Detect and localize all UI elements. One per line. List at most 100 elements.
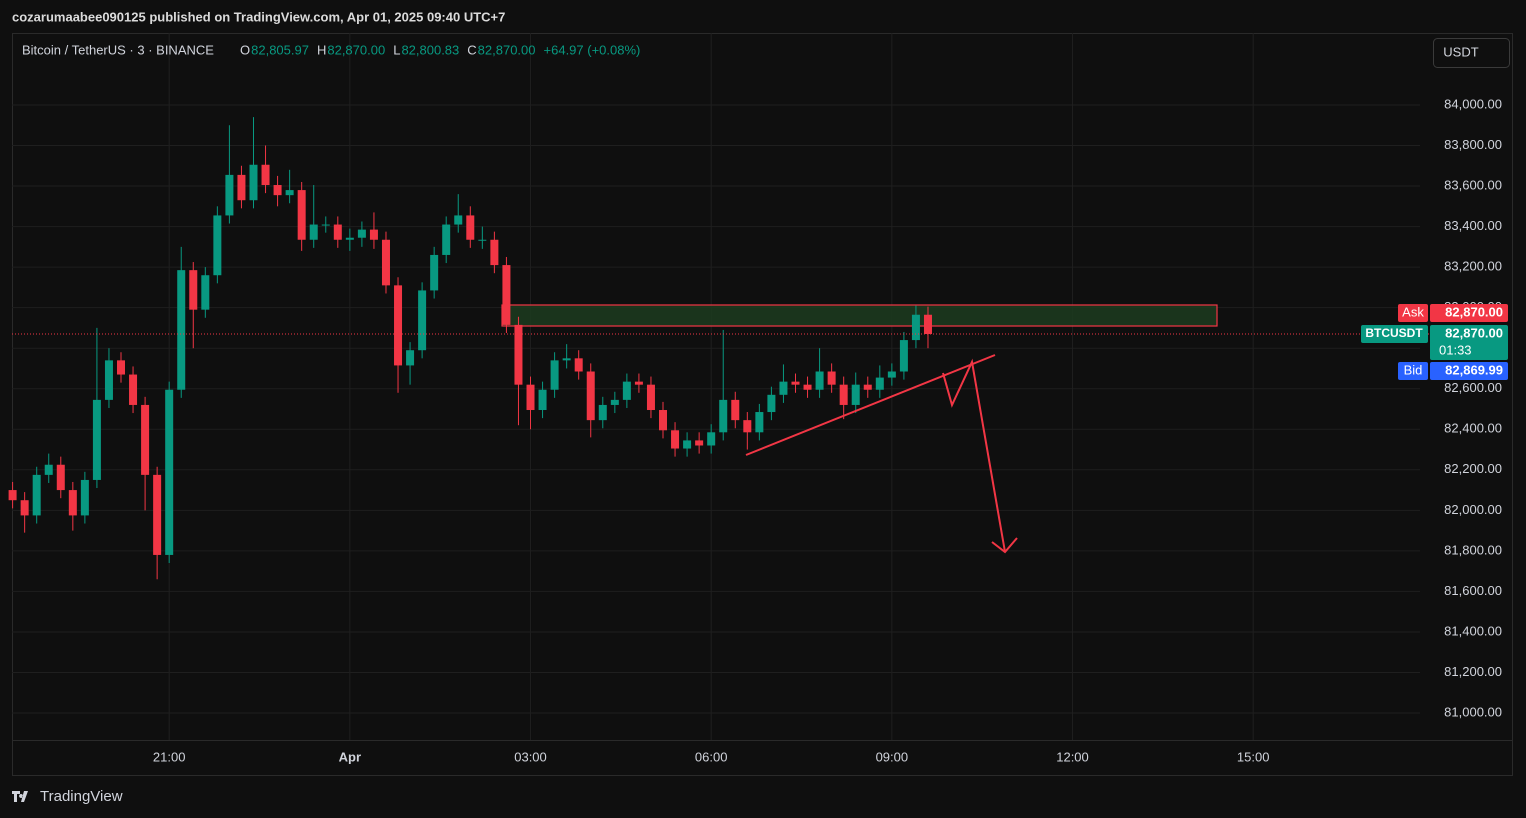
- x-tick-label: 21:00: [153, 749, 186, 764]
- x-tick-label: 03:00: [514, 749, 547, 764]
- candle-body: [285, 190, 294, 196]
- candle-body: [502, 265, 511, 325]
- quote-key: C: [467, 42, 476, 57]
- brand-logo: [12, 791, 28, 802]
- candle-body: [827, 371, 836, 385]
- candle-body: [634, 381, 643, 385]
- candle-body: [213, 215, 222, 276]
- bid-box: [1430, 362, 1508, 381]
- quote-value: 82,805.97: [251, 42, 309, 57]
- candle-body: [803, 384, 812, 390]
- chart-frame: [12, 33, 1513, 776]
- candle-body: [68, 490, 77, 516]
- x-tick-label: 09:00: [876, 749, 909, 764]
- candle-body: [44, 464, 53, 475]
- candle-body: [225, 174, 234, 216]
- ask-value: 82,870.00: [1445, 304, 1503, 319]
- candle-body: [92, 399, 101, 480]
- quote-change: +64.97 (+0.08%): [544, 42, 641, 57]
- candle-body: [731, 399, 740, 421]
- candle-body: [791, 381, 800, 385]
- candle-body: [32, 474, 41, 516]
- quote-value: 82,870.00: [478, 42, 536, 57]
- candle-body: [514, 324, 523, 385]
- candle-body: [273, 185, 282, 196]
- candle-body: [177, 270, 186, 390]
- candle-body: [707, 432, 716, 446]
- candle-body: [333, 224, 342, 240]
- candle-body: [141, 404, 150, 475]
- candle-body: [357, 229, 366, 238]
- y-tick-label: 84,000.00: [1444, 96, 1502, 111]
- candle-body: [478, 239, 487, 241]
- candle-body: [297, 190, 306, 240]
- candle-body: [237, 174, 246, 201]
- currency-button[interactable]: [1433, 38, 1510, 68]
- quote: O 82,805.97 H 82,870.00 L 82,800.83 C 82,870.00…: [240, 42, 640, 57]
- currency[interactable]: USDT: [1443, 44, 1478, 59]
- brand: TradingView: [12, 788, 123, 805]
- ask-box: [1430, 304, 1508, 323]
- candle-body: [369, 229, 378, 240]
- y-tick-label: 83,600.00: [1444, 177, 1502, 192]
- candle-body: [659, 410, 668, 431]
- quote-key: O: [240, 42, 250, 57]
- candle-body: [695, 440, 704, 446]
- last-box: [1430, 325, 1508, 361]
- candle-body: [104, 360, 113, 400]
- candle-body: [117, 360, 126, 375]
- candle-body: [646, 384, 655, 411]
- candle-body: [381, 239, 390, 286]
- quote-key: H: [317, 42, 326, 57]
- y-tick-label: 82,200.00: [1444, 461, 1502, 476]
- countdown: 01:33: [1439, 342, 1472, 357]
- y-tick-label: 83,200.00: [1444, 259, 1502, 274]
- candle-body: [418, 290, 427, 351]
- candle-body: [249, 164, 258, 201]
- symbol-title: Bitcoin / TetherUS · 3 · BINANCE: [22, 42, 214, 57]
- candles: [8, 117, 932, 580]
- y-tick-label: 82,000.00: [1444, 502, 1502, 517]
- candle-body: [406, 350, 415, 366]
- candle-body: [490, 239, 499, 266]
- bid-value: 82,869.99: [1445, 362, 1503, 377]
- candle-body: [345, 237, 354, 240]
- arrow-head: [991, 537, 1018, 554]
- candle-body: [719, 399, 728, 433]
- brand-name: TradingView: [40, 788, 123, 805]
- projection-arrow: [942, 358, 1006, 553]
- candle-body: [851, 384, 860, 405]
- candle-body: [598, 404, 607, 421]
- ask-name: Ask: [1402, 304, 1424, 319]
- y-tick-label: 81,800.00: [1444, 542, 1502, 557]
- supply-zone: [501, 304, 1218, 327]
- x-tick-label: 12:00: [1056, 749, 1089, 764]
- candle-body: [610, 399, 619, 405]
- x-tick-label: 06:00: [695, 749, 728, 764]
- publisher: cozarumaabee090125 published on TradingV…: [12, 9, 505, 24]
- candle-body: [863, 384, 872, 390]
- candle-body: [815, 371, 824, 390]
- axes: 81,000.00 81,200.00 81,400.00 81,600.00 81,8…: [12, 96, 1508, 764]
- candle-body: [129, 374, 138, 405]
- candle-body: [887, 371, 896, 378]
- ask-tag: [1398, 304, 1428, 323]
- candle-body: [394, 285, 403, 366]
- candle-body: [261, 164, 270, 186]
- candle-body: [153, 474, 162, 555]
- candle-body: [562, 358, 571, 361]
- candle-body: [767, 394, 776, 413]
- candle-body: [574, 358, 583, 372]
- candle-body: [911, 314, 920, 341]
- x-tick-label: 15:00: [1237, 749, 1270, 764]
- bid-tag: [1398, 362, 1428, 381]
- candle-body: [321, 224, 330, 226]
- y-tick-label: 82,400.00: [1444, 421, 1502, 436]
- candle-body: [20, 500, 29, 516]
- candle-body: [189, 270, 198, 310]
- y-tick-label: 83,400.00: [1444, 218, 1502, 233]
- candle-body: [538, 389, 547, 411]
- candle-body: [683, 440, 692, 449]
